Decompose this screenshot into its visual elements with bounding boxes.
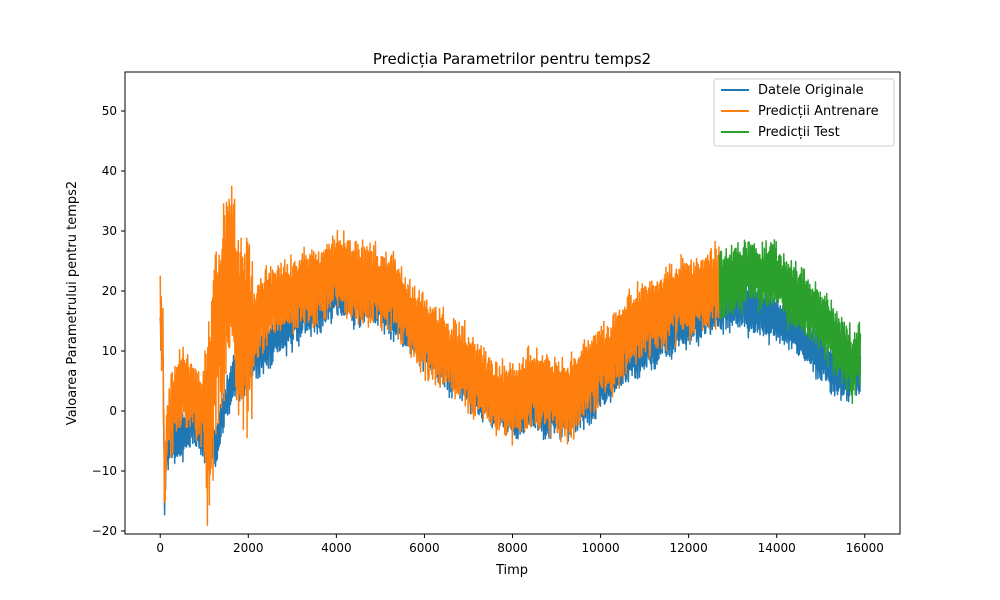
y-tick-label: −20	[92, 524, 117, 538]
y-axis-label: Valoarea Parametrului pentru temps2	[65, 181, 80, 425]
y-tick-label: 10	[102, 344, 117, 358]
legend-entry-label: Predicții Antrenare	[758, 104, 879, 119]
x-tick-label: 2000	[233, 541, 264, 555]
y-tick-label: 20	[102, 284, 117, 298]
x-tick-label: 0	[156, 541, 164, 555]
y-tick-label: 50	[102, 104, 117, 118]
legend: Datele Originale Predicții Antrenare Predi…	[713, 78, 895, 147]
legend-entry-label: Predicții Test	[758, 125, 840, 140]
series-layer	[159, 185, 862, 527]
legend-entry-label: Datele Originale	[758, 83, 864, 98]
y-axis: −20 −10 0 10 20 30 40 50	[92, 104, 125, 538]
chart-title: Predicția Parametrilor pentru temps2	[373, 50, 651, 68]
x-axis: 0 2000 4000 6000 8000 10000 12000 14000 16000	[156, 534, 884, 555]
y-tick-label: −10	[92, 464, 117, 478]
x-tick-label: 10000	[581, 541, 619, 555]
legend-box	[713, 78, 895, 147]
x-tick-label: 12000	[670, 541, 708, 555]
y-tick-label: 30	[102, 224, 117, 238]
series-line-2	[159, 185, 721, 527]
x-tick-label: 4000	[321, 541, 352, 555]
x-tick-label: 14000	[758, 541, 796, 555]
series-line-3	[718, 239, 862, 405]
y-tick-label: 0	[109, 404, 117, 418]
y-tick-label: 40	[102, 164, 117, 178]
x-tick-label: 16000	[846, 541, 884, 555]
x-tick-label: 6000	[409, 541, 440, 555]
x-axis-label: Timp	[495, 563, 528, 578]
x-tick-label: 8000	[497, 541, 528, 555]
